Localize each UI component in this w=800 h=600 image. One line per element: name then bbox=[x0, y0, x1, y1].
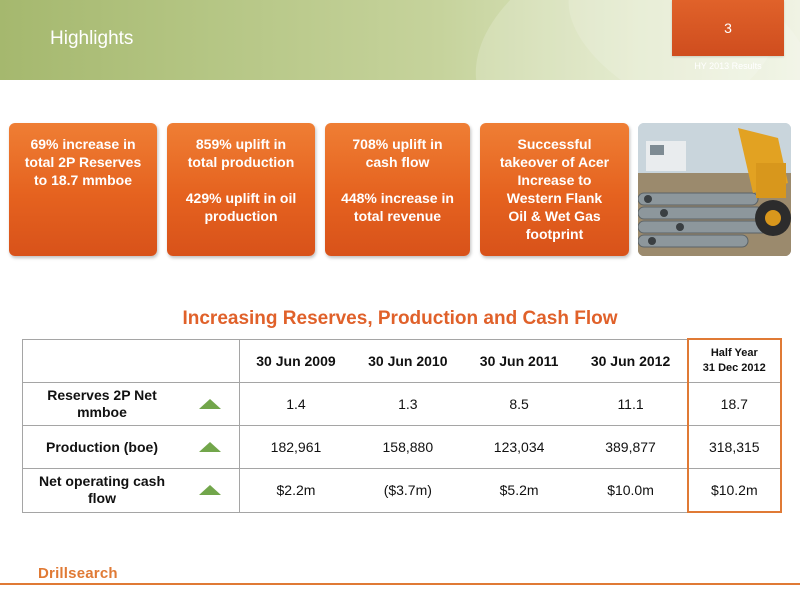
trend-cell bbox=[181, 425, 240, 469]
card-line: Oil & Wet Gas bbox=[508, 208, 601, 224]
table-cell-highlight: 18.7 bbox=[686, 382, 783, 426]
row-label-line: mmboe bbox=[77, 404, 127, 420]
header-banner bbox=[0, 0, 800, 80]
footer-divider bbox=[0, 583, 800, 585]
card-line: cash flow bbox=[365, 154, 430, 170]
table-row: Net operating cash flow $2.2m ($3.7m) $5… bbox=[22, 468, 783, 513]
table-header-row: 30 Jun 2009 30 Jun 2010 30 Jun 2011 30 J… bbox=[22, 338, 783, 383]
company-logo: Drillsearch bbox=[38, 565, 118, 582]
card-line: Successful bbox=[517, 136, 592, 152]
card-line: total revenue bbox=[353, 208, 442, 224]
column-header: 30 Jun 2009 bbox=[239, 338, 352, 383]
row-label-line: Reserves 2P Net bbox=[47, 387, 157, 403]
page-title: Highlights bbox=[50, 28, 134, 49]
up-arrow-icon bbox=[199, 399, 221, 409]
column-header: 30 Jun 2012 bbox=[574, 338, 688, 383]
card-line: total production bbox=[187, 154, 295, 170]
table-header-blank bbox=[22, 338, 240, 383]
table-cell: 123,034 bbox=[463, 425, 575, 469]
column-header: 30 Jun 2011 bbox=[463, 338, 575, 383]
report-label: HY 2013 Results bbox=[694, 61, 762, 71]
card-line: Increase to bbox=[517, 172, 592, 188]
table-cell-highlight: $10.2m bbox=[686, 468, 783, 513]
trend-cell bbox=[181, 468, 240, 513]
table-cell: 11.1 bbox=[574, 382, 688, 426]
page-number: 3 bbox=[724, 20, 732, 36]
column-header-half-year: Half Year 31 Dec 2012 bbox=[686, 338, 783, 383]
table-cell: 8.5 bbox=[463, 382, 575, 426]
card-line: 448% increase in bbox=[341, 190, 454, 206]
page-number-badge: 3 bbox=[672, 0, 784, 56]
card-line: Western Flank bbox=[506, 190, 603, 206]
highlight-card-cashflow: 708% uplift in cash flow 448% increase i… bbox=[325, 123, 470, 256]
up-arrow-icon bbox=[199, 442, 221, 452]
card-line: takeover of Acer bbox=[499, 154, 610, 170]
table-cell: 1.4 bbox=[239, 382, 352, 426]
column-header: 30 Jun 2010 bbox=[351, 338, 464, 383]
table-cell: 158,880 bbox=[351, 425, 464, 469]
card-line: 859% uplift in bbox=[195, 136, 287, 152]
table-row: Production (boe) 182,961 158,880 123,034… bbox=[22, 425, 783, 469]
table-cell: $2.2m bbox=[239, 468, 352, 513]
row-label-line: flow bbox=[88, 490, 116, 507]
card-line: 69% increase in bbox=[30, 136, 136, 152]
table-cell: $5.2m bbox=[463, 468, 575, 513]
row-label-line: Production (boe) bbox=[46, 438, 158, 455]
row-label: Reserves 2P Net mmboe bbox=[22, 382, 181, 426]
row-label-line: Net operating cash bbox=[38, 473, 166, 490]
card-line: production bbox=[204, 208, 278, 224]
card-line: total 2P Reserves bbox=[24, 154, 142, 170]
table-cell-highlight: 318,315 bbox=[686, 425, 783, 469]
trend-cell bbox=[181, 382, 240, 426]
card-line: 708% uplift in bbox=[352, 136, 443, 152]
table-row: Reserves 2P Net mmboe 1.4 1.3 8.5 11.1 1… bbox=[22, 382, 783, 426]
pipeline-photo bbox=[638, 123, 791, 256]
up-arrow-icon bbox=[199, 485, 221, 496]
card-line: 429% uplift in oil bbox=[185, 190, 297, 206]
table-cell: ($3.7m) bbox=[351, 468, 464, 513]
row-label: Net operating cash flow bbox=[22, 468, 181, 513]
column-header-line: Half Year bbox=[710, 347, 758, 359]
highlight-card-reserves: 69% increase in total 2P Reserves to 18.… bbox=[9, 123, 157, 256]
column-header-line: 31 Dec 2012 bbox=[702, 362, 766, 374]
table-cell: 1.3 bbox=[351, 382, 464, 426]
card-line: footprint bbox=[525, 226, 584, 242]
highlight-card-production: 859% uplift in total production 429% upl… bbox=[167, 123, 315, 256]
section-title: Increasing Reserves, Production and Cash… bbox=[182, 308, 618, 329]
table-cell: 389,877 bbox=[574, 425, 688, 469]
results-table: 30 Jun 2009 30 Jun 2010 30 Jun 2011 30 J… bbox=[22, 338, 783, 513]
row-label: Production (boe) bbox=[22, 425, 181, 469]
pipeline-photo-illustration bbox=[638, 123, 791, 256]
table-cell: $10.0m bbox=[574, 468, 688, 513]
highlight-card-acer: Successful takeover of Acer Increase to … bbox=[480, 123, 629, 256]
card-line: to 18.7 mmboe bbox=[33, 172, 133, 188]
table-cell: 182,961 bbox=[239, 425, 352, 469]
